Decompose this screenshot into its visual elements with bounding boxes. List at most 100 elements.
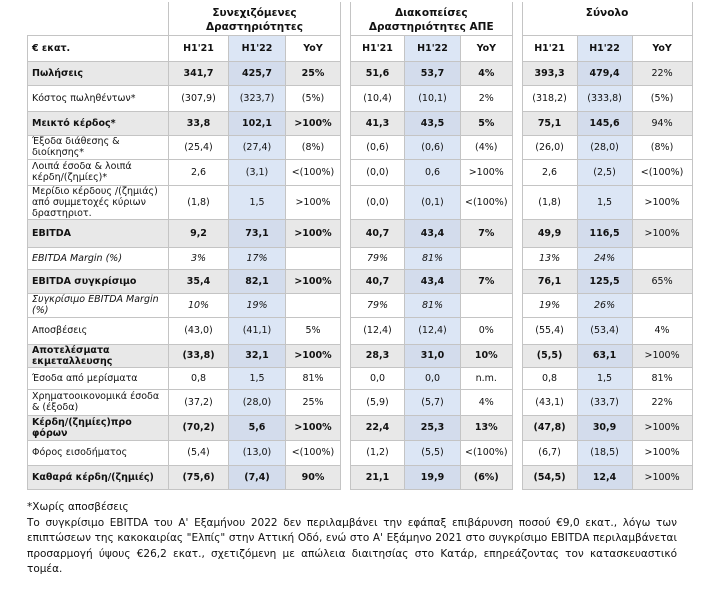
value-cell: 0% [460,316,513,345]
value-cell: (18,5) [576,439,633,466]
row-label: Έσοδα από μερίσματα [27,366,169,390]
table-row: Συγκρίσιμο EBITDA Margin (%) 10% 19% 79% 81%… [27,292,693,318]
spacer [512,465,523,489]
group-header-row: Συνεχιζόμενες Δραστηριότητες Διακοπείσες … [27,2,693,36]
value-cell: >100% [631,343,693,368]
value-cell: 79% [350,292,405,318]
value-cell: 12,4 [576,464,633,490]
value-cell: 81% [285,366,341,390]
value-cell: 76,1 [521,268,578,294]
value-cell: 73,1 [228,218,286,248]
value-cell: (27,4) [228,134,286,160]
column-header: H1'21 [168,34,229,62]
column-header: YoY [460,34,513,62]
column-header-row: € εκατ. H1'21 H1'22 YoY H1'21 H1'22 YoY H1'21 H1… [27,34,693,62]
financial-table: Συνεχιζόμενες Δραστηριότητες Διακοπείσες … [27,2,693,490]
value-cell: 32,1 [228,343,286,368]
value-cell: 10% [460,343,513,368]
value-cell: >100% [631,184,693,220]
spacer [340,344,351,367]
spacer [512,159,523,185]
value-cell: 33,8 [168,110,229,136]
value-cell: (3,1) [228,158,286,186]
value-cell: >100% [285,110,341,136]
table-row: EBITDA Margin (%) 3% 17% 79% 81% 13% 24% [27,246,693,270]
column-header: H1'21 [521,34,578,62]
value-cell: 425,7 [228,60,286,86]
value-cell: 26% [576,292,633,318]
column-header: H1'21 [350,34,405,62]
value-cell: 4% [631,316,693,345]
value-cell: <(100%) [285,439,341,466]
spacer [340,111,351,135]
value-cell: 21,1 [350,464,405,490]
spacer [340,185,351,219]
value-cell: 1,5 [228,184,286,220]
spacer [512,367,523,389]
value-cell: 341,7 [168,60,229,86]
value-cell: (33,8) [168,343,229,368]
value-cell: 19,9 [404,464,461,490]
value-cell: 43,5 [404,110,461,136]
value-cell: 5% [285,316,341,345]
value-cell: 5% [460,110,513,136]
spacer [340,317,351,344]
value-cell: 0,0 [350,366,405,390]
empty-cell [631,246,693,270]
row-label: Φόρος εισοδήματος [27,439,169,466]
value-cell: (4%) [460,134,513,160]
value-cell: <(100%) [460,439,513,466]
value-cell: (43,0) [168,316,229,345]
value-cell: 40,7 [350,268,405,294]
value-cell: >100% [285,343,341,368]
value-cell: <(100%) [285,158,341,186]
value-cell: 0,8 [168,366,229,390]
row-label: Καθαρά κέρδη/(ζημιές) [27,464,169,490]
empty-cell [460,292,513,318]
value-cell: (0,0) [350,158,405,186]
value-cell: 17% [228,246,286,270]
value-cell: 81% [404,246,461,270]
value-cell: 19% [228,292,286,318]
value-cell: (25,4) [168,134,229,160]
value-cell: (33,7) [576,388,633,416]
value-cell: 81% [631,366,693,390]
spacer [340,465,351,489]
value-cell: 75,1 [521,110,578,136]
spacer [340,293,351,317]
group-title: Συνεχιζόμενες Δραστηριότητες [168,2,341,36]
column-header: YoY [285,34,341,62]
spacer [512,344,523,367]
value-cell: (5,9) [350,388,405,416]
value-cell: (53,4) [576,316,633,345]
spacer [340,247,351,269]
value-cell: 24% [576,246,633,270]
value-cell: (0,0) [350,184,405,220]
value-cell: 479,4 [576,60,633,86]
value-cell: 30,9 [576,414,633,441]
value-cell: >100% [285,218,341,248]
value-cell: (2,5) [576,158,633,186]
table-row: Μερίδιο κέρδους /(ζημιάς) από συμμετοχές… [27,184,693,220]
value-cell: 5,6 [228,414,286,441]
value-cell: 22% [631,60,693,86]
value-cell: (41,1) [228,316,286,345]
value-cell: (12,4) [404,316,461,345]
row-label: EBITDA συγκρίσιμο [27,268,169,294]
spacer [340,2,351,35]
value-cell: 3% [168,246,229,270]
spacer [340,367,351,389]
row-label: Μεικτό κέρδος* [27,110,169,136]
value-cell: 22,4 [350,414,405,441]
value-cell: 53,7 [404,60,461,86]
value-cell: 1,5 [228,366,286,390]
value-cell: 63,1 [576,343,633,368]
value-cell: 28,3 [350,343,405,368]
spacer [512,415,523,440]
value-cell: 0,0 [404,366,461,390]
value-cell: (10,4) [350,84,405,112]
spacer [512,389,523,415]
row-label: Συγκρίσιμο EBITDA Margin (%) [27,292,169,318]
spacer [512,219,523,247]
row-label: Μερίδιο κέρδους /(ζημιάς) από συμμετοχές… [27,184,169,220]
